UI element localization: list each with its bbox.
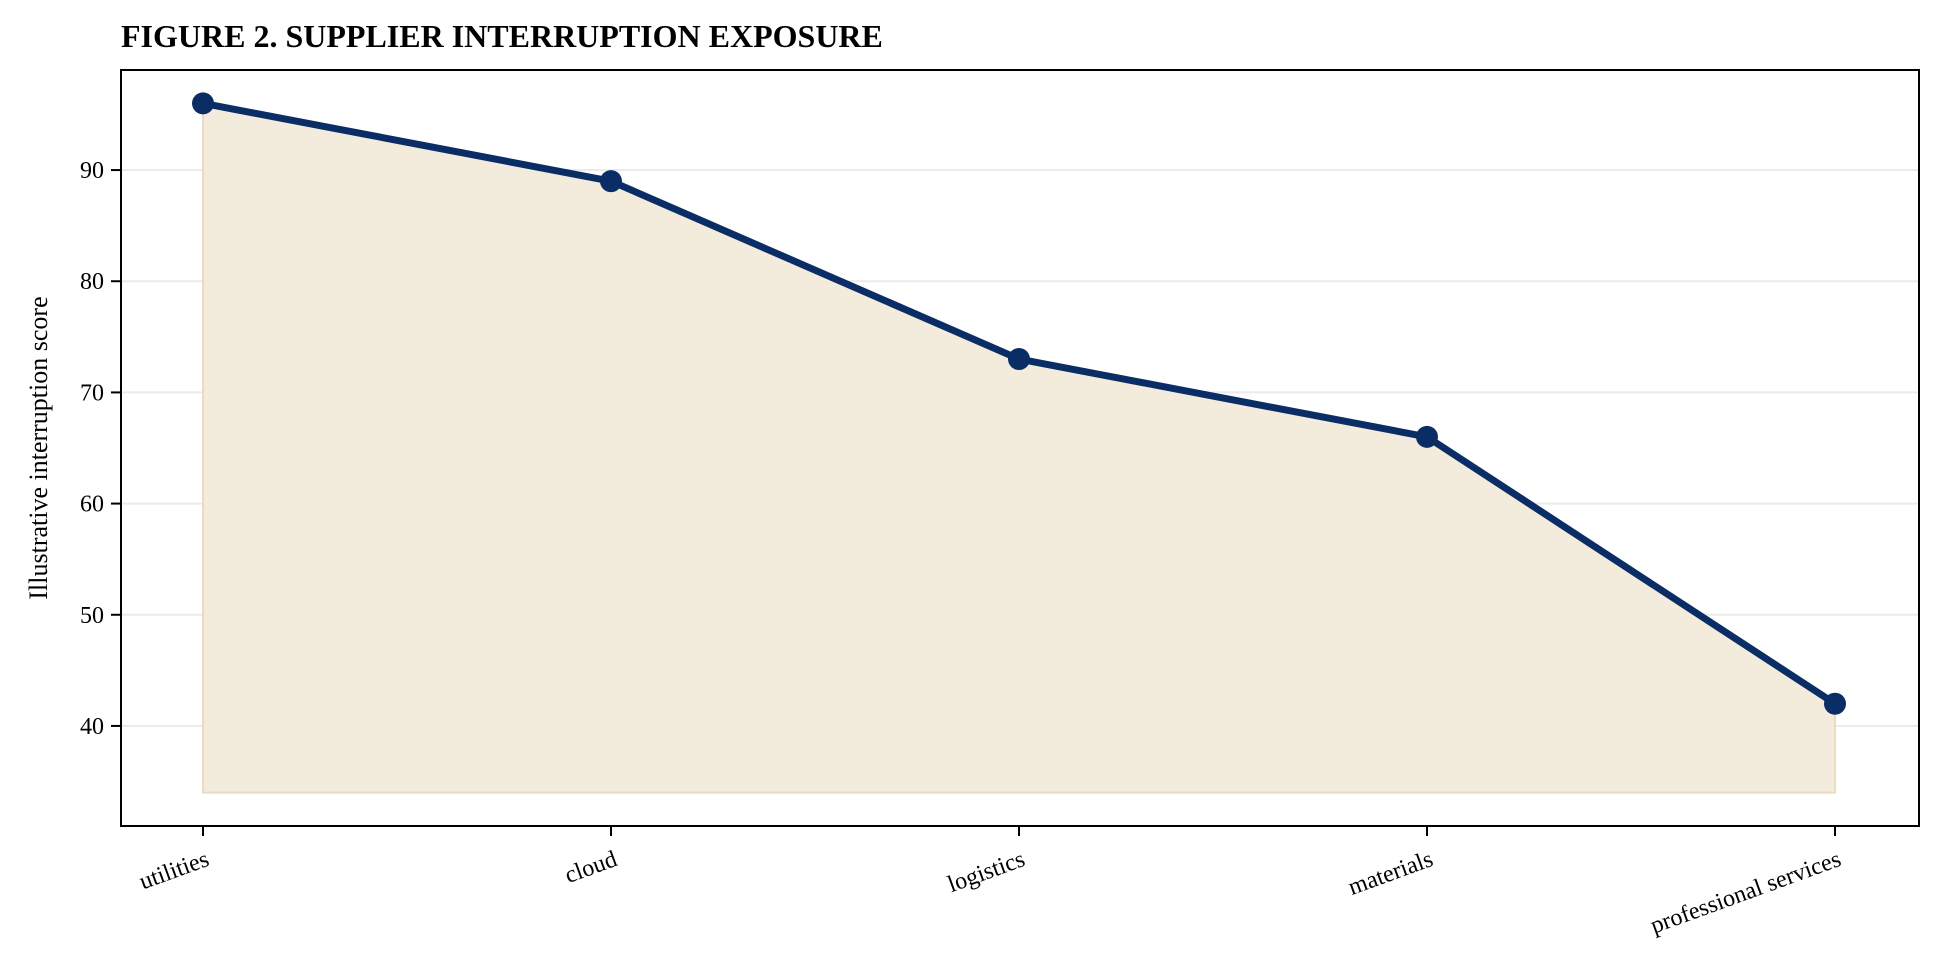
area-fill <box>202 102 1836 794</box>
x-tick-label: professional services <box>1647 846 1844 939</box>
data-point <box>1416 425 1438 448</box>
x-tick-label: utilities <box>136 846 213 895</box>
data-point-layer <box>192 92 1846 715</box>
data-point <box>1008 348 1030 371</box>
y-tick-label: 40 <box>80 714 104 740</box>
data-point <box>192 92 214 115</box>
x-tick-label: materials <box>1345 846 1437 901</box>
data-point <box>600 170 622 193</box>
chart-title: FIGURE 2. SUPPLIER INTERRUPTION EXPOSURE <box>121 18 883 54</box>
x-tick-label: cloud <box>562 846 621 889</box>
y-tick-label: 60 <box>80 492 104 518</box>
y-tick-label: 70 <box>80 380 104 406</box>
y-axis-label: Illustrative interruption score <box>24 296 53 599</box>
x-axis-ticks: utilities cloud logistics materials professi… <box>136 826 1845 939</box>
x-tick-label: logistics <box>944 846 1028 898</box>
area-fill-layer <box>202 102 1836 794</box>
y-tick-label: 80 <box>80 269 104 295</box>
y-tick-label: 50 <box>80 603 104 629</box>
y-axis-ticks: 40 50 60 70 80 90 <box>80 158 121 740</box>
data-point <box>1824 692 1846 715</box>
y-tick-label: 90 <box>80 158 104 184</box>
